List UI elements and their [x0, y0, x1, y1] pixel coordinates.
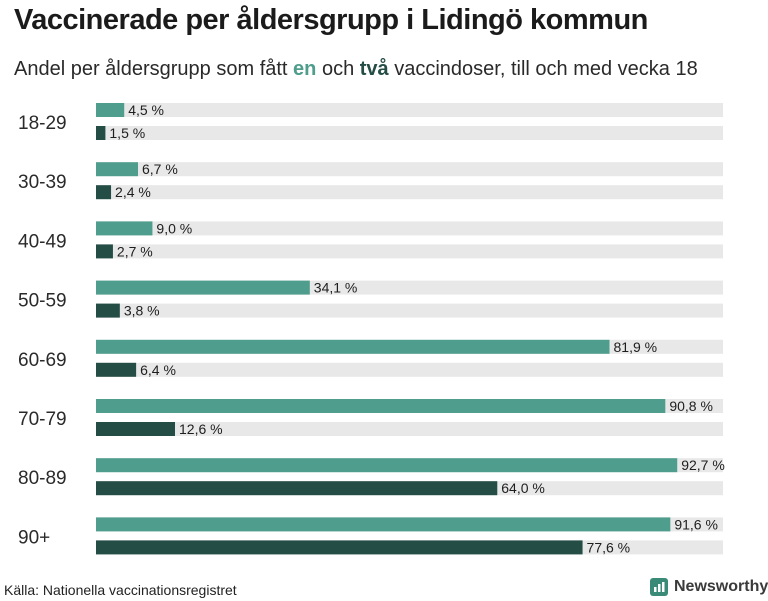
data-label-80-89-two_doses: 64,0 %	[501, 480, 545, 496]
bar-30-39-one_dose	[96, 162, 139, 177]
data-label-40-49-one_dose: 9,0 %	[156, 220, 192, 236]
data-label-60-69-two_doses: 6,4 %	[140, 362, 176, 378]
category-label-40-49: 40-49	[18, 231, 67, 252]
data-label-18-29-two_doses: 1,5 %	[109, 125, 145, 141]
category-label-30-39: 30-39	[18, 172, 67, 193]
bar-50-59-one_dose	[96, 280, 310, 295]
data-label-90-plus-one_dose: 91,6 %	[674, 516, 718, 532]
category-label-18-29: 18-29	[18, 113, 67, 134]
legend-two-doses: två	[359, 58, 389, 80]
bar-track-70-79-two_doses	[96, 422, 723, 436]
data-label-80-89-one_dose: 92,7 %	[681, 457, 725, 473]
bar-chart-icon	[650, 578, 668, 596]
bar-80-89-two_doses	[96, 481, 498, 496]
bar-30-39-two_doses	[96, 185, 112, 200]
bar-50-59-two_doses	[96, 303, 120, 318]
bar-track-40-49-two_doses	[96, 244, 723, 259]
subtitle-text-middle: och	[316, 58, 360, 80]
subtitle-text-end: vaccindoser, till och med vecka 18	[388, 58, 698, 80]
category-label-80-89: 80-89	[18, 468, 67, 489]
bar-track-40-49-one_dose	[96, 221, 723, 236]
chart-title: Vaccinerade per åldersgrupp i Lidingö ko…	[14, 4, 648, 36]
data-label-30-39-two_doses: 2,4 %	[115, 184, 151, 200]
category-label-60-69: 60-69	[18, 350, 67, 371]
data-label-50-59-two_doses: 3,8 %	[124, 303, 160, 319]
bar-40-49-two_doses	[96, 244, 113, 259]
bar-track-30-39-one_dose	[96, 162, 723, 177]
data-label-50-59-one_dose: 34,1 %	[314, 280, 358, 296]
brand-logo: Newsworthy	[650, 578, 768, 596]
bar-60-69-two_doses	[96, 362, 137, 377]
bar-40-49-one_dose	[96, 221, 153, 236]
category-label-50-59: 50-59	[18, 291, 67, 312]
data-label-18-29-one_dose: 4,5 %	[128, 102, 164, 118]
category-label-70-79: 70-79	[18, 409, 67, 430]
bar-track-60-69-two_doses	[96, 362, 723, 377]
bar-track-30-39-two_doses	[96, 185, 723, 200]
bar-90-plus-two_doses	[96, 540, 583, 555]
bar-track-18-29-two_doses	[96, 126, 723, 140]
bar-70-79-two_doses	[96, 422, 176, 436]
legend-one-dose: en	[293, 58, 317, 80]
bar-90-plus-one_dose	[96, 517, 671, 532]
bar-70-79-one_dose	[96, 399, 666, 413]
data-label-90-plus-two_doses: 77,6 %	[587, 539, 631, 555]
data-label-70-79-one_dose: 90,8 %	[669, 398, 713, 414]
category-label-90-plus: 90+	[18, 527, 50, 548]
bar-60-69-one_dose	[96, 339, 610, 354]
bar-18-29-one_dose	[96, 103, 125, 117]
bar-chart: 18-29 4,5 % 1,5 % 30-39 6,7 % 2,4 % 40-49 9,0 %…	[18, 102, 725, 555]
data-label-40-49-two_doses: 2,7 %	[117, 243, 153, 259]
source-note: Källa: Nationella vaccinationsregistret	[4, 582, 237, 598]
bar-track-18-29-one_dose	[96, 103, 723, 117]
data-label-30-39-one_dose: 6,7 %	[142, 161, 178, 177]
bar-track-50-59-two_doses	[96, 303, 723, 318]
chart-subtitle: Andel per åldersgrupp som fått en och tv…	[14, 58, 698, 81]
brand-name: Newsworthy	[674, 578, 768, 595]
bar-18-29-two_doses	[96, 126, 106, 140]
data-label-70-79-two_doses: 12,6 %	[179, 421, 223, 437]
data-label-60-69-one_dose: 81,9 %	[614, 339, 658, 355]
bar-80-89-one_dose	[96, 458, 678, 473]
subtitle-text-start: Andel per åldersgrupp som fått	[14, 58, 294, 80]
